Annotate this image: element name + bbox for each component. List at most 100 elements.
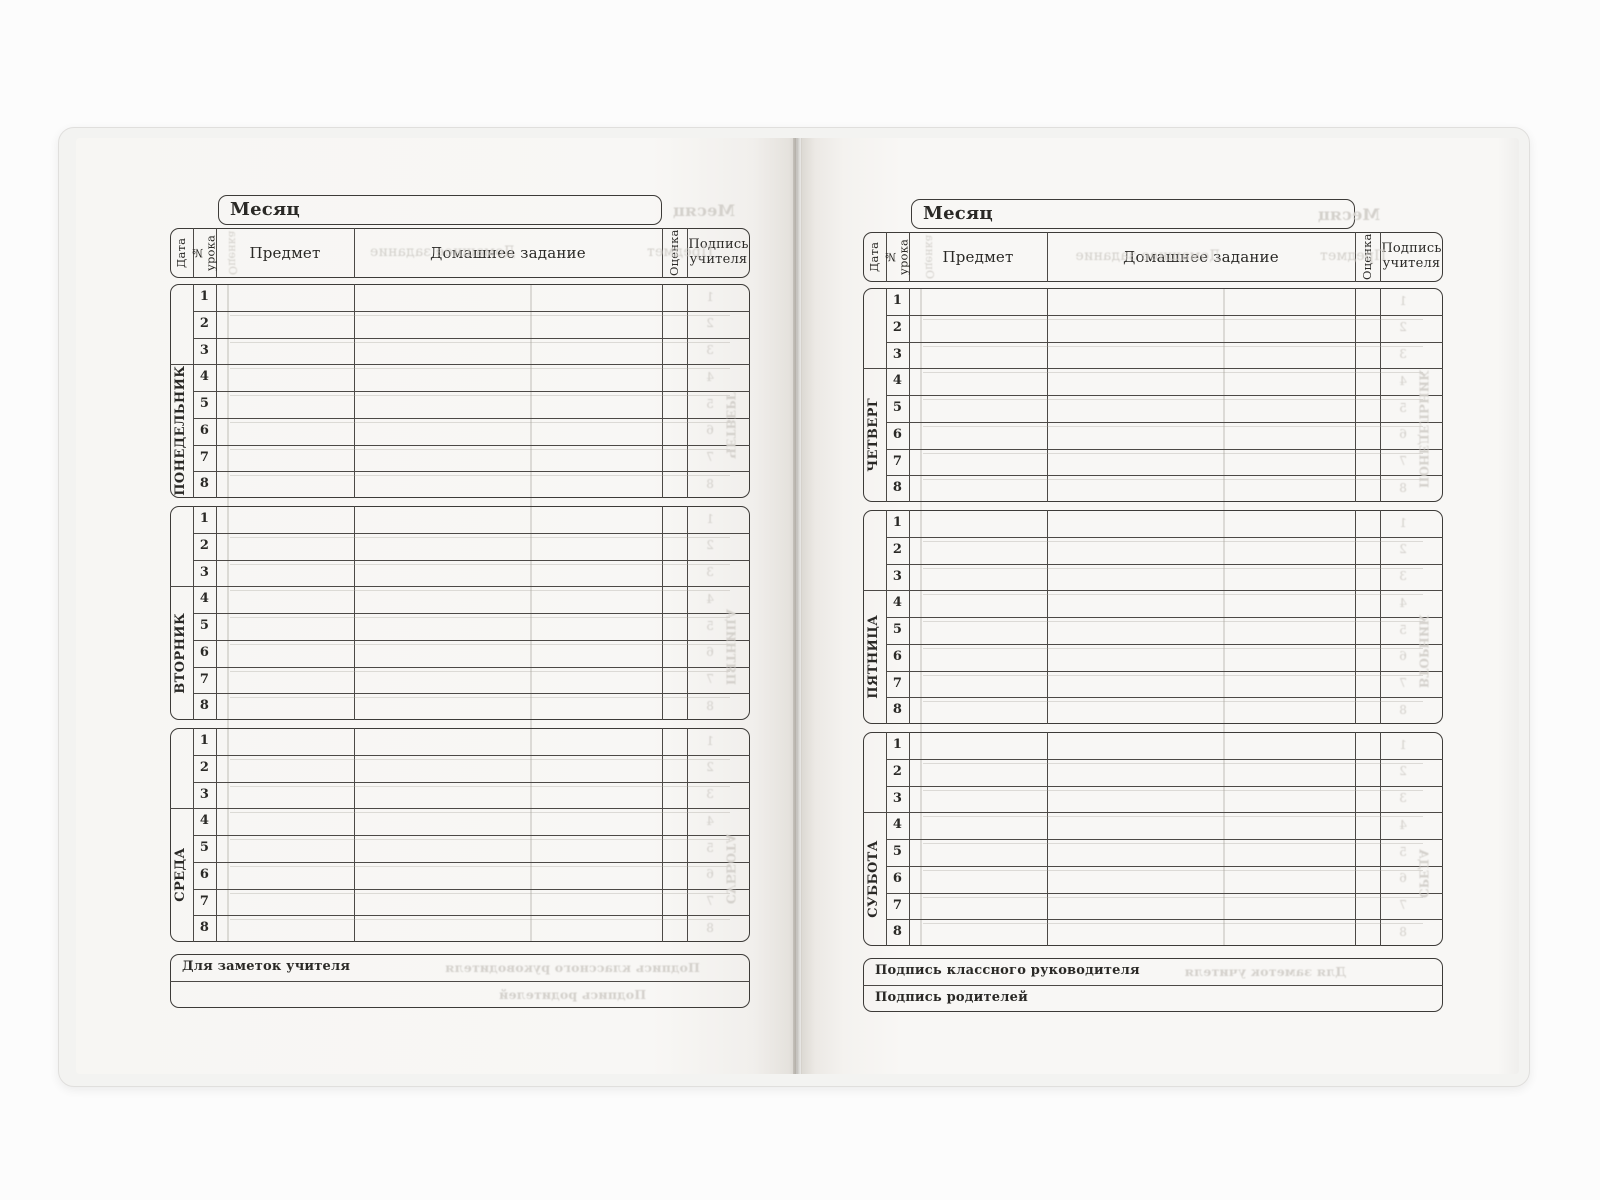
grid-line-horizontal: [886, 563, 1443, 565]
grid-line-vertical: [1047, 232, 1049, 282]
grid-line-horizontal: [193, 861, 750, 863]
lesson-number-cell: 6: [892, 870, 903, 886]
grid-line-horizontal: [863, 368, 1443, 370]
month-label: Месяц: [923, 202, 993, 224]
teacher-notes-label: Для заметок учителя: [182, 959, 351, 975]
grid-line-horizontal: [193, 444, 750, 446]
lesson-number-cell: 6: [892, 426, 903, 442]
column-header-subject: Предмет: [942, 247, 1014, 266]
column-header-grade: Оценка: [667, 229, 682, 277]
lesson-number-cell: 6: [892, 648, 903, 664]
grid-line-horizontal: [863, 985, 1443, 987]
lesson-number-cell: 1: [199, 733, 210, 749]
lesson-number-cell: 4: [199, 813, 210, 829]
day-label-wednesday: СРЕДА: [173, 848, 189, 903]
lesson-number-cell: 3: [892, 568, 903, 584]
show-through-line: [230, 448, 730, 450]
grid-line-horizontal: [886, 475, 1443, 477]
grid-line-horizontal: [193, 417, 750, 419]
show-through-line: [230, 839, 730, 841]
lesson-number-cell: 7: [892, 453, 903, 469]
show-through-line: [923, 789, 1423, 791]
lesson-number-cell: 2: [892, 541, 903, 557]
class-teacher-signature-label: Подпись классного руководителя: [875, 963, 1140, 979]
lesson-number-cell: 1: [199, 289, 210, 305]
grid-line-horizontal: [886, 670, 1443, 672]
show-through-line: [923, 540, 1423, 542]
diary-page-left: Месяц Месяц Дата № урока Предмет Домашнее зад…: [76, 138, 796, 1074]
day-label-saturday: СУББОТА: [866, 840, 882, 918]
grid-line-vertical: [886, 232, 888, 282]
show-through-line: [923, 701, 1423, 703]
lesson-number-cell: 2: [199, 537, 210, 553]
column-header-grade: Оценка: [1360, 233, 1375, 281]
lesson-number-cell: 6: [199, 422, 210, 438]
day-label-friday: ПЯТНИЦА: [866, 615, 882, 700]
lesson-number-cell: 4: [892, 817, 903, 833]
grid-line-horizontal: [886, 919, 1443, 921]
lesson-number-cell: 2: [199, 315, 210, 331]
grid-line-horizontal: [193, 781, 750, 783]
diary-page-right: Месяц Месяц Дата № урока Предмет Домашнее зад…: [801, 138, 1519, 1074]
show-through-line: [923, 674, 1423, 676]
table-header-box: [170, 228, 750, 278]
grid-line-horizontal: [170, 364, 750, 366]
lesson-number-cell: 7: [199, 671, 210, 687]
grid-line-horizontal: [170, 981, 750, 983]
show-through-line: [923, 345, 1423, 347]
show-through-line: [230, 368, 730, 370]
parents-signature-label: Подпись родителей: [875, 990, 1028, 1006]
show-through-line: [923, 567, 1423, 569]
book-spine-shadow: [793, 138, 802, 1074]
grid-line-vertical: [354, 228, 356, 278]
month-box: [218, 195, 662, 225]
column-header-subject: Предмет: [249, 243, 321, 262]
grid-line-horizontal: [170, 808, 750, 810]
lesson-number-cell: 3: [892, 346, 903, 362]
grid-line-horizontal: [886, 839, 1443, 841]
grid-line-vertical: [193, 228, 195, 278]
show-through-line: [230, 697, 730, 699]
show-through-line: [230, 758, 730, 760]
lesson-number-cell: 6: [199, 866, 210, 882]
show-through-line: [923, 896, 1423, 898]
grid-line-horizontal: [886, 536, 1443, 538]
show-through-line: [230, 892, 730, 894]
grid-line-vertical: [687, 228, 689, 278]
lesson-number-cell: 2: [199, 759, 210, 775]
month-box: [911, 199, 1355, 229]
show-through-line: [923, 399, 1423, 401]
grid-line-horizontal: [193, 693, 750, 695]
lesson-number-cell: 8: [199, 698, 210, 714]
lesson-number-cell: 7: [199, 893, 210, 909]
show-through-line: [923, 594, 1423, 596]
lesson-number-cell: 8: [892, 480, 903, 496]
lesson-number-cell: 7: [892, 675, 903, 691]
show-through-line: [923, 869, 1423, 871]
show-through-line: [230, 919, 730, 921]
show-through-line: [230, 670, 730, 672]
show-through-line: [923, 647, 1423, 649]
column-header-date: Дата: [174, 237, 189, 269]
lesson-number-cell: 8: [892, 702, 903, 718]
lesson-number-cell: 1: [892, 515, 903, 531]
grid-line-horizontal: [193, 666, 750, 668]
show-through-line: [230, 643, 730, 645]
grid-line-horizontal: [863, 590, 1443, 592]
day-label-monday: ПОНЕДЕЛЬНИК: [173, 365, 189, 497]
grid-line-horizontal: [886, 314, 1443, 316]
column-header-lesson-number: № урока: [883, 238, 911, 276]
lesson-number-cell: 3: [199, 786, 210, 802]
grid-line-horizontal: [886, 421, 1443, 423]
lesson-number-cell: 2: [892, 319, 903, 335]
show-through-line: [230, 590, 730, 592]
lesson-number-cell: 3: [199, 342, 210, 358]
show-through-line: [923, 318, 1423, 320]
show-through-line: [923, 479, 1423, 481]
show-through-line: [923, 372, 1423, 374]
lesson-number-cell: 8: [199, 920, 210, 936]
show-through-line: [923, 425, 1423, 427]
lesson-number-cell: 1: [199, 511, 210, 527]
lesson-number-cell: 5: [199, 618, 210, 634]
